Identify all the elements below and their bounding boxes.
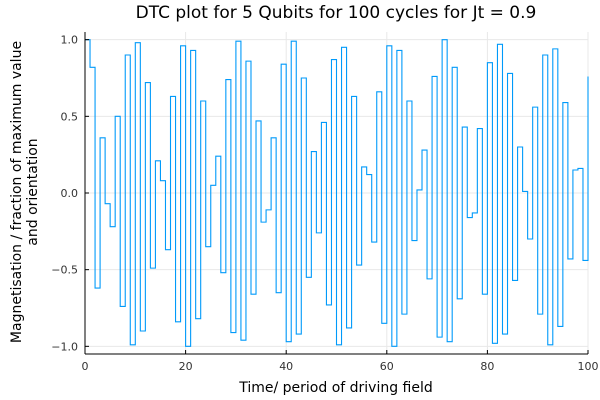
series-line [85,39,589,347]
y-axis-label-line-1: Magnetisation / fraction of maximum valu… [9,41,25,343]
y-tick-label: 0.5 [61,110,79,123]
x-tick-label: 60 [380,360,394,373]
y-tick-label: −1.0 [51,340,78,353]
series-layer [85,39,589,347]
y-tick-label: 1.0 [61,34,79,47]
x-tick-label: 100 [578,360,599,373]
y-axis-label: Magnetisation / fraction of maximum valu… [9,41,41,343]
y-axis-label-line-2: and orientation [25,138,41,245]
x-tick-label: 20 [179,360,193,373]
y-tick-label: −0.5 [51,264,78,277]
chart-title: DTC plot for 5 Qubits for 100 cycles for… [136,3,537,23]
x-tick-label: 40 [279,360,293,373]
x-tick-label: 80 [480,360,494,373]
ticks-layer: 0 20 40 60 80 100 −1.0 −0.5 0.0 0.5 1.0 [51,34,598,373]
x-tick-label: 0 [82,360,89,373]
x-axis-label: Time/ period of driving field [238,380,433,396]
y-tick-label: 0.0 [61,187,79,200]
